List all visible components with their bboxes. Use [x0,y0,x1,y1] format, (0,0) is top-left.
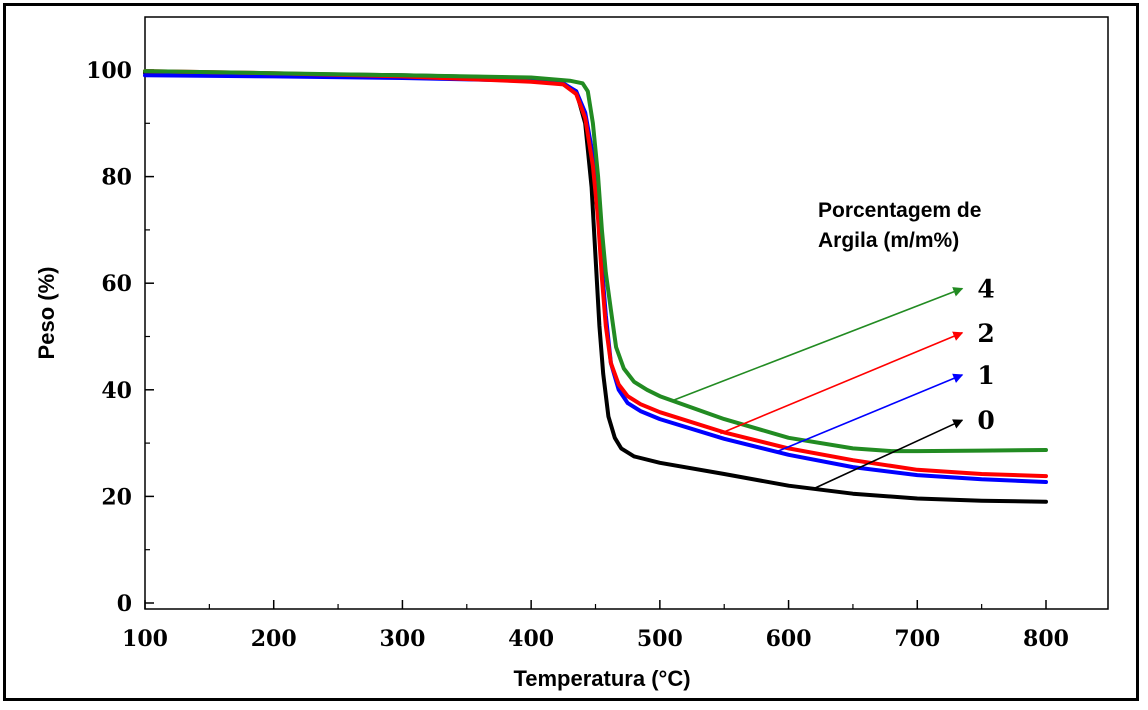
x-tick-label: 200 [251,626,297,652]
annotation-arrow-0 [813,419,964,490]
annotation-arrow-4 [672,287,964,402]
y-axis-title: Peso (%) [34,267,59,360]
series-line-2 [143,69,1048,479]
y-tick-label: 60 [101,271,132,297]
x-tick-label: 100 [122,626,168,652]
annotation-arrow-1 [775,373,964,453]
x-tick-label: 400 [508,626,554,652]
y-tick-label: 20 [101,484,132,510]
y-axis-ticks: 0 20 40 60 80 100 [86,58,154,617]
series-label-1: 1 [977,361,994,390]
legend-title-line-2: Argila (m/m%) [818,229,959,252]
x-tick-label: 700 [894,626,940,652]
series-line-4 [143,69,1048,454]
y-tick-label: 80 [101,165,132,191]
series-label-2: 2 [977,319,994,348]
x-tick-label: 500 [637,626,683,652]
x-tick-label: 300 [379,626,425,652]
series-layer [143,69,1048,504]
y-tick-label: 0 [117,591,132,617]
annotation-arrow-2 [720,331,964,435]
x-tick-label: 600 [766,626,812,652]
series-label-0: 0 [977,406,994,435]
legend-title-line-1: Porcentagem de [818,199,981,222]
y-tick-label: 100 [86,58,132,84]
x-axis-title: Temperatura (°C) [513,666,690,691]
annotation-layer: 4 2 1 0 [672,275,995,490]
plot-area [144,16,1109,610]
x-tick-label: 800 [1023,626,1069,652]
x-axis-ticks: 100 200 300 400 500 600 700 800 [122,600,1069,652]
y-tick-label: 40 [101,378,132,404]
series-label-4: 4 [977,275,994,304]
